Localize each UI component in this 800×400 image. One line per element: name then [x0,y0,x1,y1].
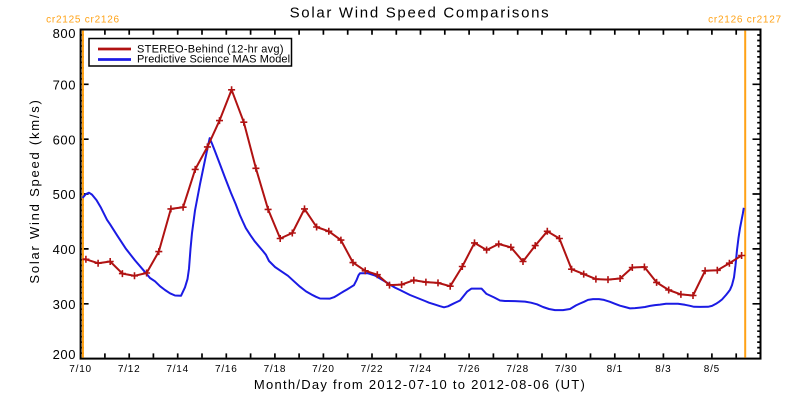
svg-text:7/12: 7/12 [118,364,141,375]
svg-text:7/24: 7/24 [409,364,432,375]
svg-text:Solar Wind Speed (km/s): Solar Wind Speed (km/s) [27,98,42,283]
svg-text:8/3: 8/3 [655,364,671,375]
svg-text:7/10: 7/10 [69,364,92,375]
svg-text:Solar Wind Speed Comparisons: Solar Wind Speed Comparisons [290,5,551,22]
svg-text:7/28: 7/28 [506,364,529,375]
svg-text:200: 200 [53,347,76,362]
svg-text:500: 500 [53,187,76,202]
svg-text:Month/Day from 2012-07-10 to 2: Month/Day from 2012-07-10 to 2012-08-06 … [254,377,586,392]
svg-text:7/18: 7/18 [264,364,287,375]
svg-text:7/26: 7/26 [458,364,481,375]
svg-text:7/30: 7/30 [555,364,578,375]
svg-text:800: 800 [53,26,76,41]
svg-text:7/16: 7/16 [215,364,238,375]
svg-text:300: 300 [53,297,76,312]
svg-text:Predictive Science MAS Model: Predictive Science MAS Model [137,54,290,66]
svg-text:8/5: 8/5 [704,364,720,375]
svg-text:7/14: 7/14 [166,364,189,375]
svg-text:STEREO-Behind (12-hr avg): STEREO-Behind (12-hr avg) [137,43,284,55]
svg-text:8/1: 8/1 [607,364,623,375]
svg-text:7/20: 7/20 [312,364,335,375]
svg-text:600: 600 [53,132,76,147]
svg-text:700: 700 [53,78,76,93]
svg-text:cr2125 cr2126: cr2125 cr2126 [46,15,120,26]
svg-text:7/22: 7/22 [361,364,384,375]
svg-text:400: 400 [53,242,76,257]
svg-text:cr2126 cr2127: cr2126 cr2127 [708,15,782,26]
